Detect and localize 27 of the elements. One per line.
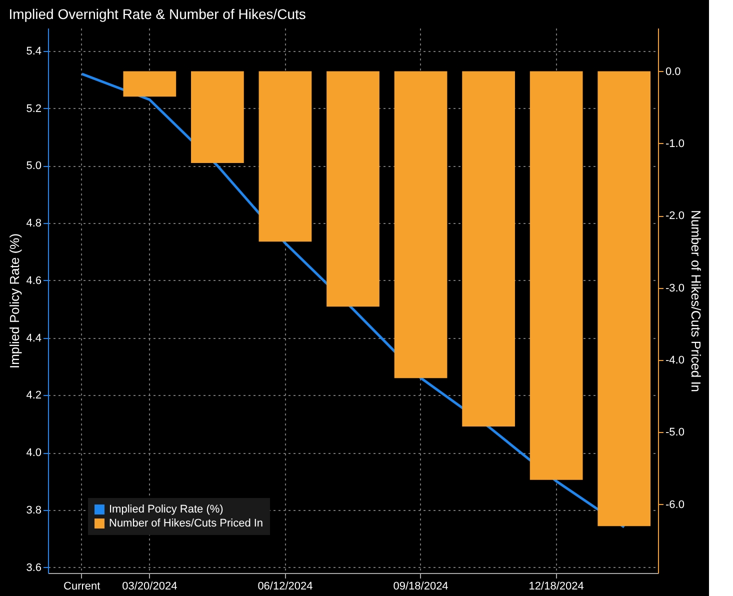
y-axis-title: Implied Policy Rate (%) xyxy=(7,233,22,369)
y2-tick-label: -4.0 xyxy=(666,354,684,367)
chart-title: Implied Overnight Rate & Number of Hikes/Cuts xyxy=(8,6,306,22)
y-tick-label: 5.2 xyxy=(26,102,42,115)
y-tick-label: 5.0 xyxy=(26,160,42,172)
y2-tick-label: -3.0 xyxy=(666,282,684,294)
y-tick-label: 4.0 xyxy=(26,447,42,460)
y-tick-label: 3.8 xyxy=(26,504,42,516)
x-tick-label: 12/18/2024 xyxy=(528,580,584,592)
x-tick-label: 03/20/2024 xyxy=(122,580,178,592)
y2-tick-label: -6.0 xyxy=(666,498,684,511)
x-tick-label: 06/12/2024 xyxy=(258,580,313,592)
y2-tick-label: 0.0 xyxy=(666,66,681,78)
y2-axis-title: Number of Hikes/Cuts Priced In xyxy=(688,210,704,392)
x-tick-label: Current xyxy=(64,580,100,592)
x-tick-label: 09/18/2024 xyxy=(393,580,448,592)
y2-tick-label: -5.0 xyxy=(666,426,684,439)
y2-tick-label: -1.0 xyxy=(666,138,684,150)
legend-label: Implied Policy Rate (%) xyxy=(109,504,224,516)
y-tick-label: 4.8 xyxy=(26,218,42,230)
y-tick-label: 4.2 xyxy=(26,390,42,402)
y2-tick-label: -2.0 xyxy=(666,210,684,222)
y-tick-label: 3.6 xyxy=(26,562,42,574)
y-tick-label: 4.4 xyxy=(26,332,42,344)
legend-label: Number of Hikes/Cuts Priced In xyxy=(109,518,264,530)
y-tick-label: 5.4 xyxy=(26,45,42,58)
y-tick-label: 4.6 xyxy=(26,274,42,287)
